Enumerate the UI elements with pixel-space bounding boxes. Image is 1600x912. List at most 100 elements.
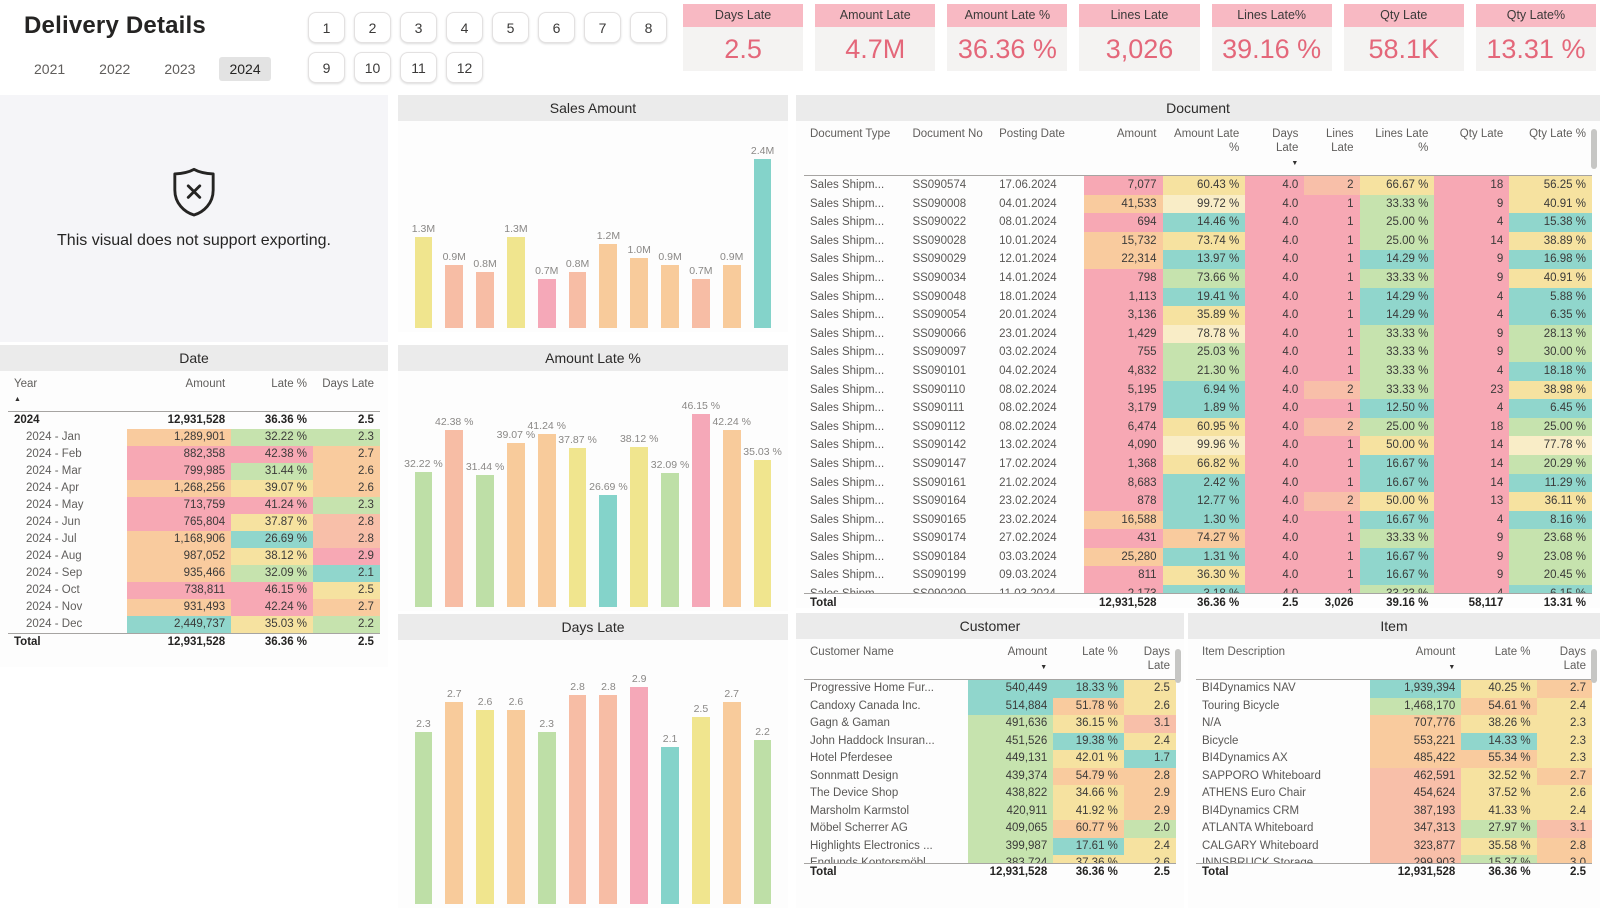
table-cell[interactable]: 2.6: [1123, 855, 1176, 863]
month-button-9[interactable]: 9: [308, 52, 345, 83]
month-button-10[interactable]: 10: [354, 52, 391, 83]
table-cell[interactable]: 3,026: [1324, 597, 1354, 608]
table-cell[interactable]: 32.52 %: [1461, 767, 1537, 785]
table-cell[interactable]: 4.0: [1245, 380, 1305, 400]
table-cell[interactable]: 2.9: [1123, 802, 1176, 820]
table-cell[interactable]: SS090008: [912, 197, 967, 210]
table-cell[interactable]: 9: [1434, 194, 1510, 214]
table-cell[interactable]: 4.0: [1245, 250, 1305, 269]
table-cell[interactable]: Sonnmatt Design: [810, 769, 899, 782]
table-row[interactable]: Bicycle 553,221 14.33 % 2.3: [1196, 732, 1592, 750]
table-row[interactable]: Hotel Pferdesee 449,131 42.01 % 1.7: [804, 750, 1176, 768]
table-cell[interactable]: SS090028: [912, 234, 967, 247]
table-cell[interactable]: 2.7: [1536, 767, 1592, 785]
table-cell[interactable]: 36.36 %: [1075, 866, 1118, 878]
table-cell[interactable]: 18.01.2024: [999, 290, 1057, 303]
table-cell[interactable]: 2.6: [1536, 785, 1592, 803]
table-cell[interactable]: 41.33 %: [1461, 802, 1537, 820]
table-row[interactable]: Sales Shipm... SS090112 08.02.2024 6,474 60.…: [804, 417, 1592, 437]
column-header[interactable]: Customer Name: [804, 645, 968, 675]
table-cell[interactable]: 31.44 %: [231, 463, 314, 480]
table-cell[interactable]: 4.0: [1245, 343, 1305, 362]
month-button-3[interactable]: 3: [400, 12, 437, 43]
table-row[interactable]: Sales Shipm... SS090161 21.02.2024 8,683 2.4…: [804, 473, 1592, 493]
column-header[interactable]: Days Late ▼: [1245, 127, 1304, 171]
table-cell[interactable]: 987,052: [127, 548, 232, 565]
table-cell[interactable]: 2.42 %: [1162, 473, 1246, 493]
table-cell[interactable]: 22,314: [1083, 250, 1163, 269]
table-cell[interactable]: 14.29 %: [1359, 250, 1435, 269]
table-cell[interactable]: SS090209: [906, 585, 993, 593]
bar[interactable]: [630, 257, 649, 328]
table-cell[interactable]: 2.5: [1569, 866, 1586, 878]
table-cell[interactable]: 1: [1304, 399, 1360, 418]
table-cell[interactable]: 20.45 %: [1509, 566, 1592, 586]
column-header[interactable]: Lines Late: [1304, 127, 1359, 171]
table-cell[interactable]: 9: [1434, 547, 1510, 567]
column-header[interactable]: Qty Late %: [1509, 127, 1592, 171]
table-cell[interactable]: 553,221: [1370, 732, 1462, 750]
table-cell[interactable]: 41.92 %: [1053, 802, 1124, 820]
table-cell[interactable]: 18: [1434, 176, 1510, 195]
table-cell[interactable]: 2.3: [1536, 750, 1592, 768]
table-cell[interactable]: 1: [1304, 361, 1360, 381]
table-cell[interactable]: 713,759: [127, 497, 232, 514]
table-row[interactable]: Sales Shipm... SS090174 27.02.2024 431 74.27…: [804, 529, 1592, 548]
table-cell[interactable]: 2.5: [313, 582, 380, 599]
table-cell[interactable]: 36.36 %: [264, 636, 308, 648]
table-cell[interactable]: BI4Dynamics NAV: [1202, 682, 1296, 694]
table-cell[interactable]: 2.4: [1536, 802, 1592, 820]
table-cell[interactable]: 11.29 %: [1509, 473, 1592, 493]
table-cell[interactable]: 54.61 %: [1461, 697, 1537, 715]
table-cell[interactable]: Sales Shipm...: [810, 569, 885, 582]
table-cell[interactable]: 32.09 %: [231, 565, 314, 582]
table-cell[interactable]: 21.02.2024: [999, 476, 1057, 489]
table-cell[interactable]: 03.02.2024: [999, 346, 1057, 359]
table-cell[interactable]: 1: [1304, 529, 1360, 548]
table-cell[interactable]: 08.02.2024: [999, 383, 1057, 396]
table-cell[interactable]: 1: [1304, 287, 1360, 307]
table-cell[interactable]: SS090022: [912, 216, 967, 229]
table-cell[interactable]: 514,884: [967, 697, 1054, 715]
table-cell[interactable]: 2,173: [1083, 585, 1163, 593]
table-cell[interactable]: 5.88 %: [1509, 287, 1592, 307]
table-cell[interactable]: 12,931,528: [1098, 597, 1157, 608]
table-cell[interactable]: 4.0: [1245, 566, 1305, 586]
table-cell[interactable]: 540,449: [967, 680, 1054, 698]
table-cell[interactable]: 14: [1434, 231, 1510, 251]
table-row[interactable]: 2024 - Mar 799,985 31.44 % 2.6: [8, 463, 380, 480]
table-cell[interactable]: 1,289,901: [127, 429, 232, 446]
table-cell[interactable]: 36.36 %: [264, 414, 308, 426]
table-cell[interactable]: 20.29 %: [1509, 454, 1592, 474]
table-cell[interactable]: Sales Shipm...: [810, 271, 885, 284]
table-row[interactable]: 2024 - Dec 2,449,737 35.03 % 2.2: [8, 616, 380, 633]
table-cell[interactable]: 40.91 %: [1509, 194, 1592, 214]
table-cell[interactable]: 2: [1304, 176, 1360, 195]
table-cell[interactable]: 1.7: [1123, 750, 1176, 768]
table-row[interactable]: Sales Shipm... SS090097 03.02.2024 755 25.03…: [804, 343, 1592, 362]
table-cell[interactable]: 36.30 %: [1162, 566, 1246, 586]
table-cell[interactable]: 37.52 %: [1461, 785, 1537, 803]
table-cell[interactable]: 399,987: [967, 837, 1054, 855]
table-cell[interactable]: BI4Dynamics AX: [1202, 752, 1288, 764]
table-row[interactable]: Englunds Kontorsmöbl 383,724 37.36 % 2.6: [804, 855, 1176, 863]
table-row[interactable]: CALGARY Whiteboard 323,877 35.58 % 2.8: [1196, 837, 1592, 855]
table-cell[interactable]: 2.4: [1536, 697, 1592, 715]
table-cell[interactable]: 4: [1434, 585, 1510, 593]
table-cell[interactable]: 19.38 %: [1053, 732, 1124, 750]
table-cell[interactable]: 12.77 %: [1162, 492, 1246, 511]
table-cell[interactable]: SS090161: [912, 476, 967, 489]
table-cell[interactable]: 25.00 %: [1359, 213, 1435, 232]
table-cell[interactable]: 99.96 %: [1162, 436, 1246, 455]
table-cell[interactable]: 9: [1434, 566, 1510, 586]
table-cell[interactable]: 4.0: [1245, 399, 1305, 418]
table-cell[interactable]: Gagn & Gaman: [810, 717, 890, 729]
table-cell[interactable]: 77.78 %: [1509, 436, 1592, 455]
bar[interactable]: [414, 472, 433, 607]
table-cell[interactable]: 30.00 %: [1509, 343, 1592, 362]
table-cell[interactable]: 16,588: [1083, 510, 1163, 530]
year-option-2022[interactable]: 2022: [99, 61, 131, 77]
table-cell[interactable]: 431: [1083, 529, 1163, 548]
table-cell[interactable]: 438,822: [967, 785, 1054, 803]
table-cell[interactable]: 12,931,528: [1397, 866, 1456, 878]
